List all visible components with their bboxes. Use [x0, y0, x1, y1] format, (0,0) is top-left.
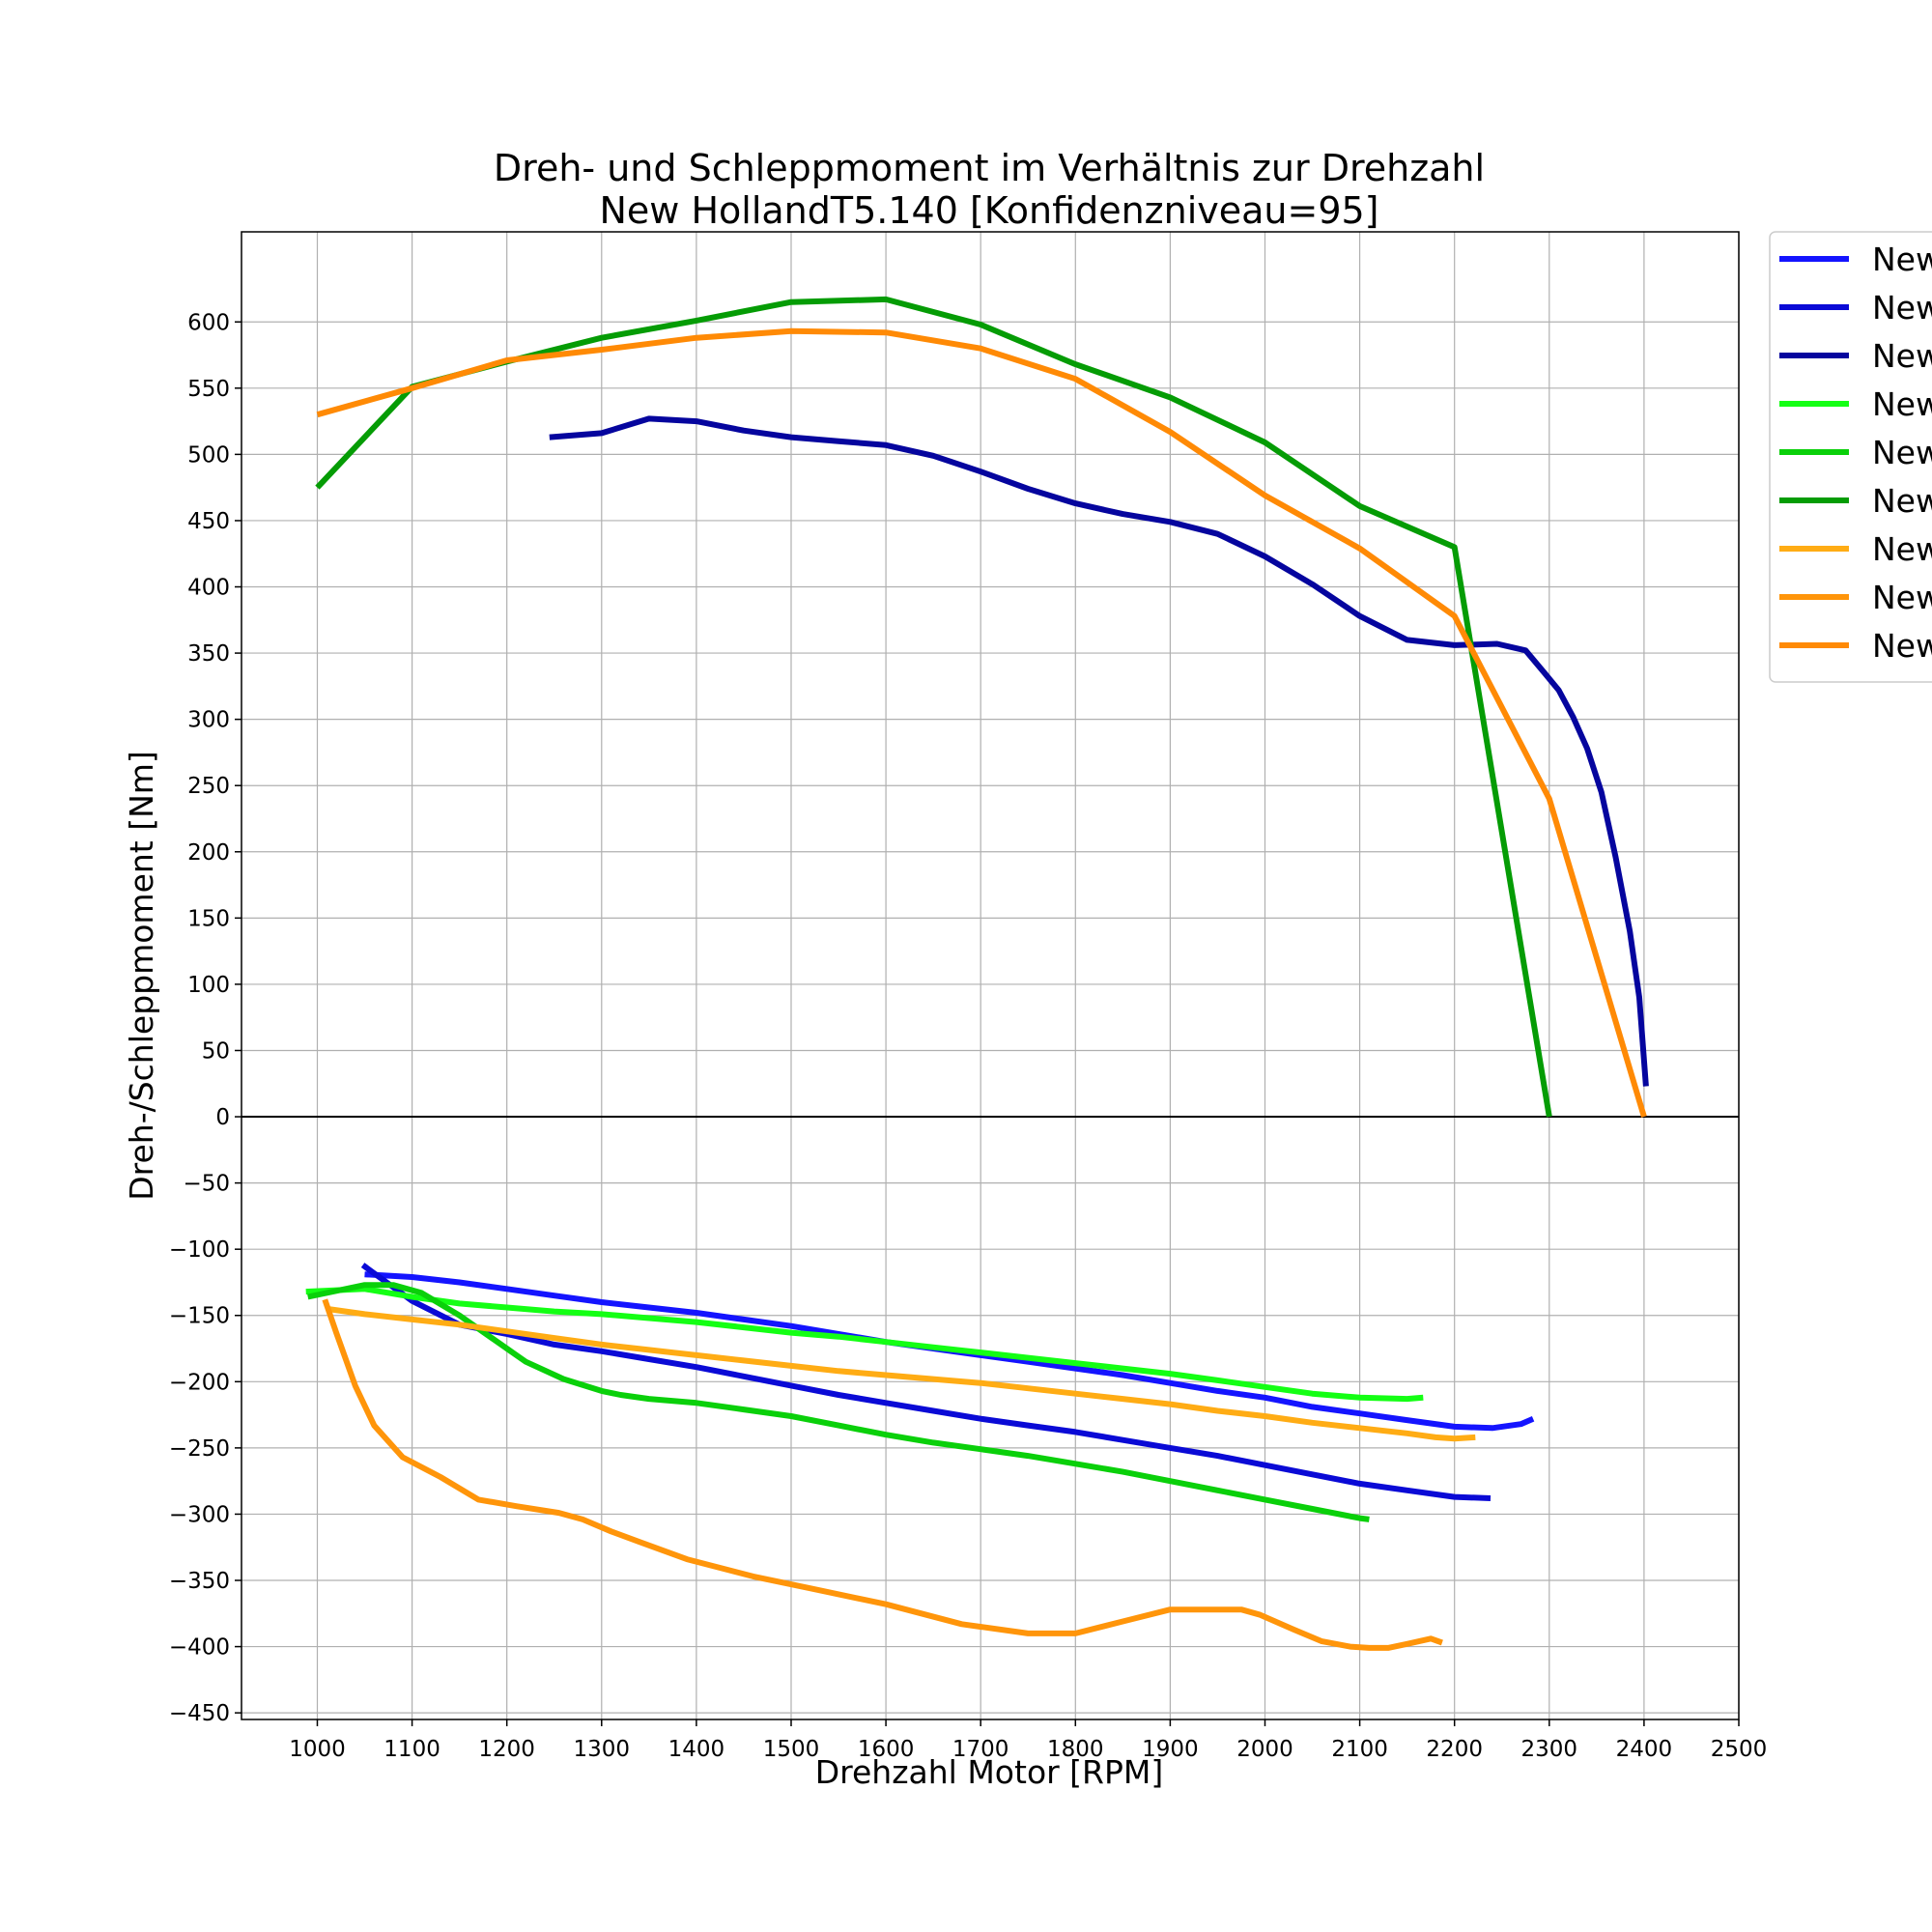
x-axis-title: Drehzahl Motor [RPM]: [815, 1753, 1164, 1791]
y-tick-label: 150: [187, 906, 230, 931]
series-line-2: [360, 1263, 1492, 1501]
grid: [242, 232, 1740, 1719]
plot-area-frame: [241, 231, 1740, 1720]
y-tick-label: −350: [169, 1569, 230, 1594]
x-tick-label: 1700: [952, 1737, 1009, 1762]
y-axis-ticks: −450 −400 −350 −300 −250 −200 −150 −100 −50 0 50 10…: [169, 310, 242, 1726]
y-tick-label: −250: [169, 1436, 230, 1462]
y-tick-label: 450: [187, 509, 230, 534]
legend-label-7: New: [1872, 530, 1932, 568]
series-line-9: [316, 327, 1647, 1118]
x-tick-label: 1600: [858, 1737, 915, 1762]
y-tick-label: 350: [187, 641, 230, 667]
y-tick-label: −450: [169, 1701, 230, 1726]
x-tick-label: 2300: [1521, 1737, 1578, 1762]
series-layer: [305, 296, 1649, 1651]
series-line-4: [305, 1286, 1424, 1403]
y-tick-label: 50: [202, 1038, 230, 1064]
x-tick-label: 2500: [1711, 1737, 1768, 1762]
y-tick-label: −150: [169, 1304, 230, 1329]
y-tick-label: 100: [187, 973, 230, 998]
legend-label-1: New: [1872, 241, 1932, 278]
series-line-7: [326, 1305, 1476, 1442]
y-tick-label: −50: [183, 1172, 230, 1197]
legend-label-2: New: [1872, 289, 1932, 327]
legend-label-8: New: [1872, 579, 1932, 616]
x-tick-label: 1000: [289, 1737, 346, 1762]
y-tick-label: −300: [169, 1502, 230, 1527]
series-line-8: [322, 1298, 1443, 1651]
x-axis-ticks: 1000 1100 1200 1300 1400 1500 1600 1700 1800 1900…: [289, 1719, 1767, 1762]
chart-title-line-2: New HollandT5.140 [Konfidenzniveau=95]: [599, 189, 1378, 232]
y-tick-label: −200: [169, 1370, 230, 1395]
legend-label-9: New: [1872, 627, 1932, 665]
y-tick-label: −400: [169, 1635, 230, 1661]
y-tick-label: 500: [187, 442, 230, 468]
x-tick-label: 2200: [1426, 1737, 1483, 1762]
x-tick-label: 2100: [1331, 1737, 1388, 1762]
x-tick-label: 1300: [574, 1737, 631, 1762]
x-tick-label: 2400: [1616, 1737, 1673, 1762]
y-tick-label: 600: [187, 310, 230, 335]
series-line-5: [307, 1282, 1370, 1522]
series-line-6: [315, 296, 1552, 1118]
legend: New New New New New New New New New: [1769, 231, 1932, 683]
x-tick-label: 1500: [763, 1737, 820, 1762]
y-axis-title: Dreh-/Schleppmoment [Nm]: [123, 751, 160, 1201]
y-tick-label: 200: [187, 840, 230, 866]
x-tick-label: 1200: [478, 1737, 535, 1762]
x-tick-label: 1100: [384, 1737, 440, 1762]
legend-box: [1769, 231, 1932, 683]
y-tick-label: 300: [187, 708, 230, 733]
x-tick-label: 1400: [668, 1737, 725, 1762]
legend-label-6: New: [1872, 482, 1932, 520]
y-tick-label: 400: [187, 576, 230, 601]
legend-label-5: New: [1872, 434, 1932, 471]
x-tick-label: 1900: [1142, 1737, 1199, 1762]
x-tick-label: 1800: [1047, 1737, 1104, 1762]
chart-title-line-1: Dreh- und Schleppmoment im Verhältnis zu…: [494, 147, 1485, 189]
series-line-3: [549, 415, 1649, 1087]
x-tick-label: 2000: [1236, 1737, 1293, 1762]
y-tick-label: −100: [169, 1237, 230, 1263]
y-tick-label: 0: [215, 1105, 230, 1130]
legend-label-4: New: [1872, 385, 1932, 423]
y-tick-label: 250: [187, 774, 230, 799]
y-tick-label: 550: [187, 377, 230, 402]
legend-label-3: New: [1872, 337, 1932, 375]
